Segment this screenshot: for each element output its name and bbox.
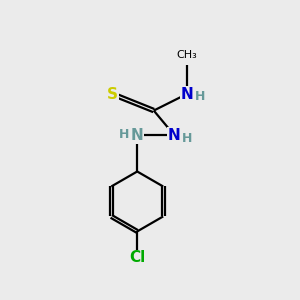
Text: N: N (131, 128, 144, 143)
Text: H: H (182, 132, 193, 145)
Text: CH₃: CH₃ (176, 50, 197, 60)
Text: N: N (168, 128, 181, 143)
Text: H: H (195, 90, 205, 103)
Text: N: N (180, 86, 193, 101)
Text: S: S (107, 86, 118, 101)
Text: Cl: Cl (129, 250, 145, 266)
Text: H: H (119, 128, 129, 141)
